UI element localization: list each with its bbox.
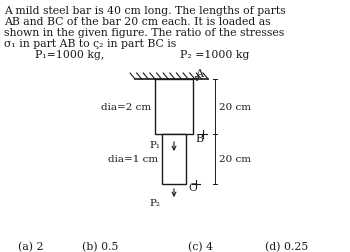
Text: (c) 4: (c) 4 [188, 241, 213, 251]
Text: B: B [195, 134, 203, 143]
Text: σ₁ in part AB to ς₂ in part BC is: σ₁ in part AB to ς₂ in part BC is [4, 39, 176, 49]
Text: C: C [188, 182, 196, 192]
Bar [155, 80, 193, 135]
Bar [162, 135, 186, 184]
Text: 20 cm: 20 cm [219, 103, 251, 112]
Text: P₁=1000 kg,: P₁=1000 kg, [35, 50, 104, 60]
Text: (a) 2: (a) 2 [18, 241, 43, 251]
Text: P₂: P₂ [149, 198, 160, 207]
Text: AB and BC of the bar 20 cm each. It is loaded as: AB and BC of the bar 20 cm each. It is l… [4, 17, 271, 27]
Text: shown in the given figure. The ratio of the stresses: shown in the given figure. The ratio of … [4, 28, 284, 38]
Text: dia=1 cm: dia=1 cm [108, 155, 158, 164]
Text: dia=2 cm: dia=2 cm [101, 103, 151, 112]
Text: 20 cm: 20 cm [219, 155, 251, 164]
Text: (d) 0.25: (d) 0.25 [265, 241, 308, 251]
Text: A: A [195, 69, 203, 79]
Text: P₂ =1000 kg: P₂ =1000 kg [180, 50, 249, 60]
Text: P₁: P₁ [149, 140, 160, 149]
Text: (b) 0.5: (b) 0.5 [82, 241, 118, 251]
Text: A mild steel bar is 40 cm long. The lengths of parts: A mild steel bar is 40 cm long. The leng… [4, 6, 286, 16]
